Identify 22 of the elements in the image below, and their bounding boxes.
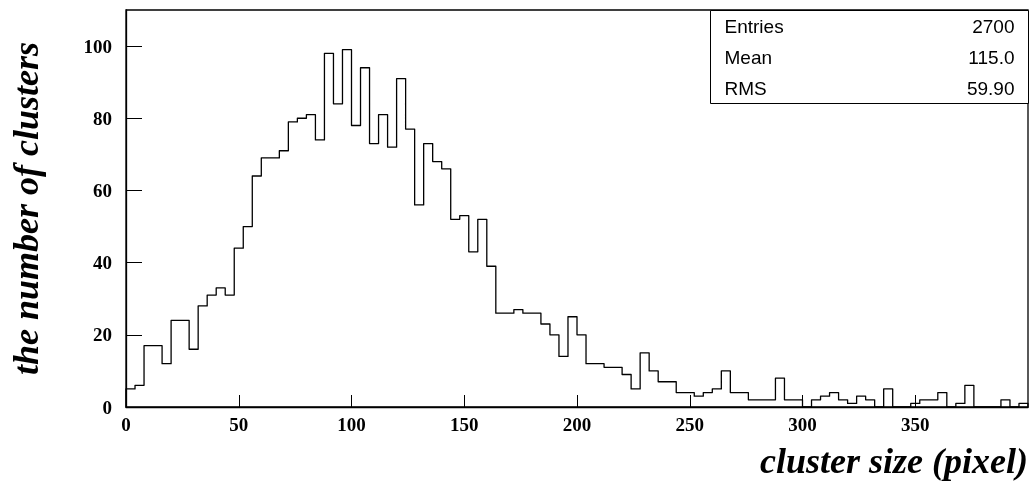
y-tick-label: 0 <box>102 396 112 418</box>
x-tick-label: 350 <box>901 414 930 435</box>
x-tick-label: 150 <box>450 414 479 435</box>
y-tick-label: 60 <box>93 179 112 201</box>
x-tick-label: 100 <box>337 414 366 435</box>
y-axis-title: the number of clusters <box>6 41 46 376</box>
x-tick-label: 250 <box>675 414 704 435</box>
x-tick-label: 0 <box>121 414 131 435</box>
annotation: Entries <box>724 15 784 37</box>
y-tick-label: 100 <box>83 35 112 57</box>
x-tick-label: 300 <box>788 414 817 435</box>
x-axis-title: cluster size (pixel) <box>760 441 1028 481</box>
y-tick-label: 40 <box>93 252 112 274</box>
y-tick-label: 80 <box>93 107 112 129</box>
annotation: RMS <box>724 77 767 99</box>
annotation: Mean <box>724 46 773 68</box>
annotation: 115.0 <box>968 46 1015 68</box>
x-tick-label: 50 <box>229 414 249 435</box>
x-tick-label: 200 <box>562 414 592 435</box>
annotation: 59.90 <box>966 77 1015 99</box>
y-tick-label: 20 <box>93 324 112 346</box>
annotation: 2700 <box>972 15 1015 37</box>
